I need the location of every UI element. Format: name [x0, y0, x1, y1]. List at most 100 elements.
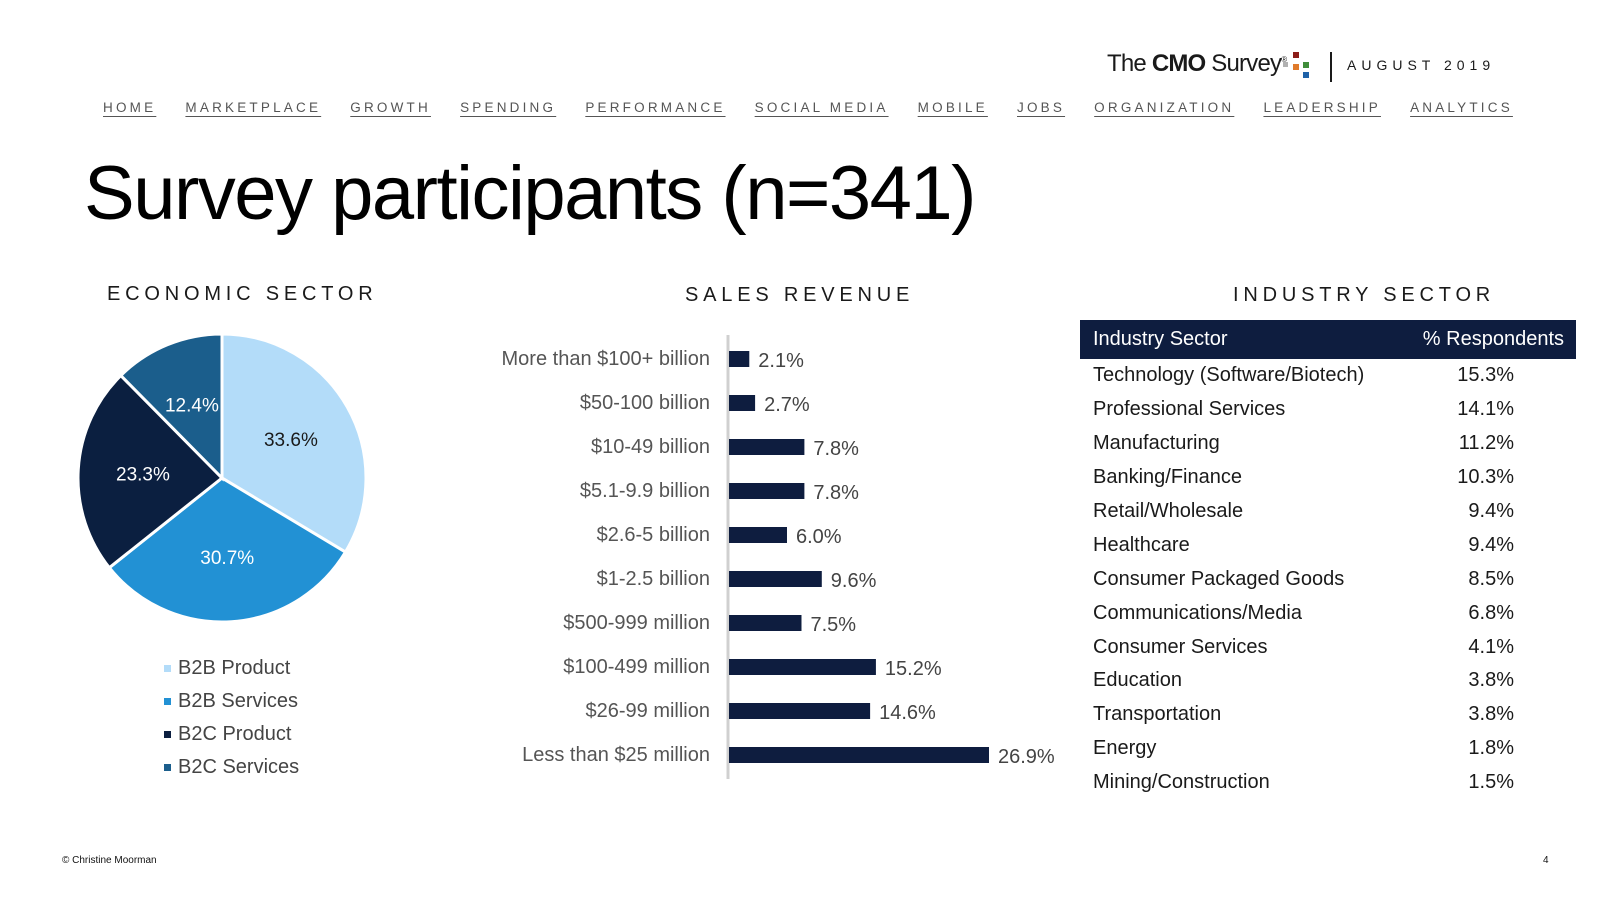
brand-mark: ®	[1281, 55, 1287, 64]
bar-category-label: $10-49 billion	[591, 436, 710, 458]
bar-5	[729, 571, 822, 587]
bar-value-label: 6.0%	[796, 526, 842, 548]
industry-sector-table: Industry Sector % Respondents Technology…	[1080, 320, 1576, 800]
table-header: Industry Sector % Respondents	[1080, 320, 1576, 359]
legend-swatch	[164, 731, 171, 738]
bar-6	[729, 615, 802, 631]
bar-category-label: $26-99 million	[585, 700, 710, 722]
legend-label: B2B Services	[178, 690, 299, 712]
page-title: Survey participants (n=341)	[84, 151, 976, 236]
pie-slice-b2c-product	[76, 373, 225, 570]
bar-value-label: 7.5%	[810, 614, 856, 636]
legend-swatch	[164, 665, 171, 672]
table-cell-respondents: 1.8%	[1468, 737, 1514, 760]
bar-3	[729, 483, 805, 499]
bar-value-label: 2.1%	[758, 350, 804, 372]
table-row: Healthcare 9.4%	[1080, 528, 1576, 562]
economic-sector-pie-chart: 33.6% 30.7% 23.3% 12.4%	[76, 332, 368, 624]
nav-leadership[interactable]: LEADERSHIP	[1263, 100, 1381, 115]
industry-sector-title: INDUSTRY SECTOR	[1233, 284, 1496, 306]
table-header-sector: Industry Sector	[1093, 328, 1228, 350]
nav-marketplace[interactable]: MARKETPLACE	[185, 100, 322, 115]
nav-performance[interactable]: PERFORMANCE	[585, 100, 726, 115]
table-cell-sector: Professional Services	[1093, 398, 1286, 421]
bar-value-label: 7.8%	[813, 482, 859, 504]
table-cell-respondents: 11.2%	[1458, 432, 1514, 455]
top-navigation: HOME MARKETPLACE GROWTH SPENDING PERFORM…	[103, 100, 1513, 115]
table-cell-sector: Technology (Software/Biotech)	[1093, 364, 1365, 387]
bar-value-label: 9.6%	[831, 570, 877, 592]
nav-jobs[interactable]: JOBS	[1017, 100, 1066, 115]
table-row: Technology (Software/Biotech) 15.3%	[1080, 359, 1576, 393]
table-cell-sector: Manufacturing	[1093, 432, 1220, 455]
nav-social-media[interactable]: SOCIAL MEDIA	[754, 100, 889, 115]
bar-4	[729, 527, 787, 543]
footer-copyright: © Christine Moorman	[62, 855, 157, 866]
bar-category-label: $500-999 million	[563, 612, 710, 634]
table-cell-sector: Healthcare	[1093, 533, 1190, 556]
pie-slice-b2b-services	[107, 476, 348, 624]
pie-slice-b2c-services	[118, 332, 224, 482]
report-date: AUGUST 2019	[1347, 57, 1496, 73]
bar-category-label: More than $100+ billion	[502, 348, 710, 370]
table-row: Education 3.8%	[1080, 664, 1576, 698]
table-cell-respondents: 10.3%	[1457, 466, 1514, 489]
pie-label-b2c-product: 23.3%	[116, 464, 170, 485]
legend-label: B2B Product	[178, 657, 291, 679]
nav-analytics[interactable]: ANALYTICS	[1410, 100, 1513, 115]
table-cell-respondents: 1.5%	[1468, 771, 1514, 794]
legend-swatch	[164, 698, 171, 705]
nav-mobile[interactable]: MOBILE	[917, 100, 988, 115]
table-cell-respondents: 4.1%	[1468, 635, 1514, 658]
table-cell-sector: Banking/Finance	[1093, 466, 1242, 489]
bar-category-label: $1-2.5 billion	[597, 568, 710, 590]
brand-prefix: The	[1107, 50, 1152, 77]
brand-bold: CMO	[1151, 50, 1206, 77]
legend-swatch	[164, 764, 171, 771]
bar-category-label: $100-499 million	[563, 656, 710, 678]
bar-category-label: $2.6-5 billion	[597, 524, 710, 546]
brand-dots-icon	[1283, 52, 1309, 78]
pie-label-b2c-services: 12.4%	[165, 396, 219, 417]
bar-7	[729, 659, 876, 675]
bar-value-label: 2.7%	[764, 394, 810, 416]
table-cell-respondents: 8.5%	[1468, 567, 1514, 590]
table-cell-respondents: 3.8%	[1468, 669, 1514, 692]
legend-item-b2c-services: B2C Services	[164, 751, 299, 784]
bar-2	[729, 439, 805, 455]
page-number: 4	[1543, 855, 1549, 866]
nav-growth[interactable]: GROWTH	[350, 100, 431, 115]
nav-organization[interactable]: ORGANIZATION	[1094, 100, 1235, 115]
bar-category-label: Less than $25 million	[522, 744, 710, 766]
table-cell-sector: Energy	[1093, 737, 1157, 760]
brand-divider	[1330, 52, 1332, 82]
nav-home[interactable]: HOME	[103, 100, 157, 115]
legend-label: B2C Services	[178, 756, 300, 778]
table-row: Manufacturing 11.2%	[1080, 427, 1576, 461]
legend-item-b2c-product: B2C Product	[164, 718, 299, 751]
pie-label-b2b-services: 30.7%	[200, 548, 254, 569]
bar-1	[729, 395, 756, 411]
sales-revenue-bar-chart: More than $100+ billion 2.1% $50-100 billi…	[502, 335, 1055, 779]
pie-legend: B2B Product B2B Services B2C Product B2C…	[164, 652, 299, 784]
table-body: Technology (Software/Biotech) 15.3% Profes…	[1080, 359, 1576, 800]
table-cell-sector: Retail/Wholesale	[1093, 500, 1244, 522]
bar-value-label: 15.2%	[885, 658, 942, 680]
brand-wordmark: The CMO Survey®	[1107, 50, 1287, 78]
table-row: Mining/Construction 1.5%	[1080, 766, 1576, 800]
table-cell-respondents: 9.4%	[1468, 533, 1514, 556]
bar-value-label: 26.9%	[998, 746, 1055, 768]
table-cell-respondents: 15.3%	[1457, 364, 1514, 387]
bar-category-label: $5.1-9.9 billion	[580, 480, 710, 502]
economic-sector-title: ECONOMIC SECTOR	[107, 283, 378, 305]
bar-value-label: 14.6%	[879, 702, 936, 724]
brand-logo: The CMO Survey®	[1107, 46, 1317, 86]
table-cell-sector: Consumer Packaged Goods	[1093, 567, 1345, 590]
table-row: Energy 1.8%	[1080, 732, 1576, 766]
brand-suffix: Survey	[1205, 50, 1282, 77]
bar-9	[729, 747, 989, 763]
nav-spending[interactable]: SPENDING	[460, 100, 557, 115]
table-cell-sector: Consumer Services	[1093, 635, 1268, 658]
table-cell-sector: Education	[1093, 669, 1182, 692]
table-cell-respondents: 14.1%	[1457, 398, 1514, 421]
